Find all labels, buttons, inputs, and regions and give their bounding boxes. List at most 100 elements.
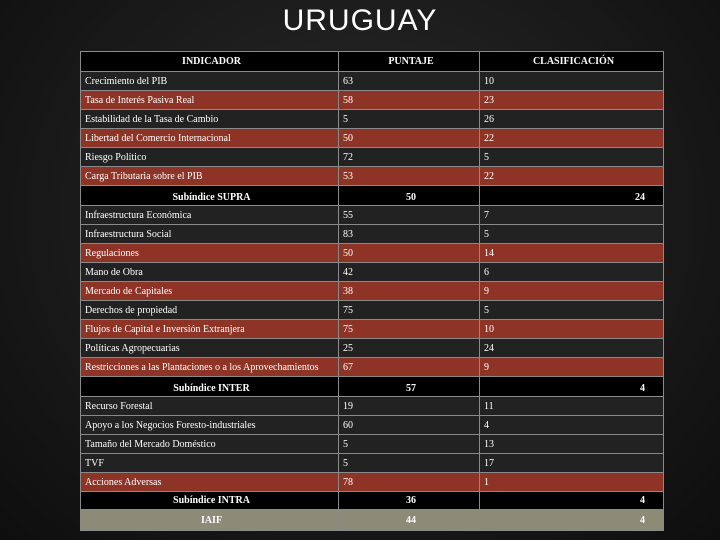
indicator-name: Infraestructura Social bbox=[80, 224, 339, 244]
indicator-name: TVF bbox=[80, 453, 339, 473]
header-puntaje: PUNTAJE bbox=[338, 51, 480, 72]
score-value: 55 bbox=[338, 205, 480, 225]
header-row: INDICADOR PUNTAJE CLASIFICACIÓN bbox=[80, 51, 664, 72]
score-value: 67 bbox=[338, 357, 480, 377]
table-row: Infraestructura Social 83 5 bbox=[80, 224, 664, 244]
table-row: Recurso Forestal 19 11 bbox=[80, 396, 664, 416]
iaif-rank: 4 bbox=[479, 509, 664, 531]
table-row: Políticas Agropecuarias 25 24 bbox=[80, 338, 664, 358]
table-row: Riesgo Político 72 5 bbox=[80, 147, 664, 167]
indicator-name: Derechos de propiedad bbox=[80, 300, 339, 320]
table-row: Infraestructura Económica 55 7 bbox=[80, 205, 664, 225]
rank-value: 5 bbox=[479, 147, 664, 167]
header-clasificacion: CLASIFICACIÓN bbox=[479, 51, 664, 72]
rank-value: 26 bbox=[479, 109, 664, 129]
indicator-name: Restricciones a las Plantaciones o a los… bbox=[80, 357, 339, 377]
table-row: Crecimiento del PIB 63 10 bbox=[80, 71, 664, 91]
table-row: Mano de Obra 42 6 bbox=[80, 262, 664, 282]
indicator-name: Crecimiento del PIB bbox=[80, 71, 339, 91]
score-value: 58 bbox=[338, 90, 480, 110]
subtotal-rank: 4 bbox=[479, 376, 664, 397]
iaif-label: IAIF bbox=[80, 509, 339, 531]
score-value: 5 bbox=[338, 434, 480, 454]
indicator-name: Flujos de Capital e Inversión Extranjera bbox=[80, 319, 339, 339]
score-value: 42 bbox=[338, 262, 480, 282]
table-row: Restricciones a las Plantaciones o a los… bbox=[80, 357, 664, 377]
indicator-name: Recurso Forestal bbox=[80, 396, 339, 416]
indicator-name: Carga Tributaria sobre el PIB bbox=[80, 166, 339, 186]
subtotal-rank: 24 bbox=[479, 185, 664, 206]
table-row: Derechos de propiedad 75 5 bbox=[80, 300, 664, 320]
table-row: Apoyo a los Negocios Foresto-industriale… bbox=[80, 415, 664, 435]
score-value: 38 bbox=[338, 281, 480, 301]
indicator-name: Tasa de Interés Pasiva Real bbox=[80, 90, 339, 110]
rank-value: 24 bbox=[479, 338, 664, 358]
table-row: Libertad del Comercio Internacional 50 22 bbox=[80, 128, 664, 148]
table-row: Flujos de Capital e Inversión Extranjera… bbox=[80, 319, 664, 339]
rank-value: 11 bbox=[479, 396, 664, 416]
score-value: 25 bbox=[338, 338, 480, 358]
rank-value: 5 bbox=[479, 224, 664, 244]
subtotal-row-intra: Subíndice INTRA 36 4 bbox=[80, 491, 664, 510]
rank-value: 4 bbox=[479, 415, 664, 435]
table-row: TVF 5 17 bbox=[80, 453, 664, 473]
indicator-name: Infraestructura Económica bbox=[80, 205, 339, 225]
header-indicador: INDICADOR bbox=[80, 51, 339, 72]
iaif-score: 44 bbox=[338, 509, 480, 531]
page-title: URUGUAY bbox=[282, 4, 438, 37]
indicator-name: Riesgo Político bbox=[80, 147, 339, 167]
subtotal-label: Subíndice INTER bbox=[80, 376, 339, 397]
rank-value: 22 bbox=[479, 166, 664, 186]
indicator-name: Mercado de Capitales bbox=[80, 281, 339, 301]
score-value: 78 bbox=[338, 472, 480, 492]
rank-value: 22 bbox=[479, 128, 664, 148]
subtotal-rank: 4 bbox=[479, 491, 664, 510]
score-value: 75 bbox=[338, 300, 480, 320]
score-value: 75 bbox=[338, 319, 480, 339]
subtotal-score: 50 bbox=[338, 185, 480, 206]
rank-value: 9 bbox=[479, 281, 664, 301]
indicator-name: Regulaciones bbox=[80, 243, 339, 263]
rank-value: 23 bbox=[479, 90, 664, 110]
score-value: 50 bbox=[338, 128, 480, 148]
score-value: 53 bbox=[338, 166, 480, 186]
score-value: 63 bbox=[338, 71, 480, 91]
score-value: 60 bbox=[338, 415, 480, 435]
rank-value: 9 bbox=[479, 357, 664, 377]
score-value: 5 bbox=[338, 109, 480, 129]
rank-value: 5 bbox=[479, 300, 664, 320]
subtotal-label: Subíndice INTRA bbox=[80, 491, 339, 510]
table-row: Tamaño del Mercado Doméstico 5 13 bbox=[80, 434, 664, 454]
rank-value: 14 bbox=[479, 243, 664, 263]
table-row: Acciones Adversas 78 1 bbox=[80, 472, 664, 492]
rank-value: 17 bbox=[479, 453, 664, 473]
table-row: Carga Tributaria sobre el PIB 53 22 bbox=[80, 166, 664, 186]
indicator-name: Acciones Adversas bbox=[80, 472, 339, 492]
subtotal-row-inter: Subíndice INTER 57 4 bbox=[80, 376, 664, 397]
score-value: 83 bbox=[338, 224, 480, 244]
rank-value: 13 bbox=[479, 434, 664, 454]
score-value: 50 bbox=[338, 243, 480, 263]
rank-value: 10 bbox=[479, 319, 664, 339]
rank-value: 1 bbox=[479, 472, 664, 492]
score-value: 5 bbox=[338, 453, 480, 473]
table-row: Estabilidad de la Tasa de Cambio 5 26 bbox=[80, 109, 664, 129]
subtotal-score: 57 bbox=[338, 376, 480, 397]
table-row: Regulaciones 50 14 bbox=[80, 243, 664, 263]
indicator-name: Libertad del Comercio Internacional bbox=[80, 128, 339, 148]
indicator-name: Tamaño del Mercado Doméstico bbox=[80, 434, 339, 454]
table-row: Mercado de Capitales 38 9 bbox=[80, 281, 664, 301]
iaif-row: IAIF 44 4 bbox=[80, 509, 664, 531]
indicator-name: Políticas Agropecuarias bbox=[80, 338, 339, 358]
indicator-table: INDICADOR PUNTAJE CLASIFICACIÓN Crecimie… bbox=[80, 51, 664, 531]
indicator-name: Estabilidad de la Tasa de Cambio bbox=[80, 109, 339, 129]
rank-value: 7 bbox=[479, 205, 664, 225]
subtotal-label: Subíndice SUPRA bbox=[80, 185, 339, 206]
subtotal-score: 36 bbox=[338, 491, 480, 510]
rank-value: 6 bbox=[479, 262, 664, 282]
score-value: 19 bbox=[338, 396, 480, 416]
table-row: Tasa de Interés Pasiva Real 58 23 bbox=[80, 90, 664, 110]
score-value: 72 bbox=[338, 147, 480, 167]
subtotal-row-supra: Subíndice SUPRA 50 24 bbox=[80, 185, 664, 206]
indicator-name: Mano de Obra bbox=[80, 262, 339, 282]
